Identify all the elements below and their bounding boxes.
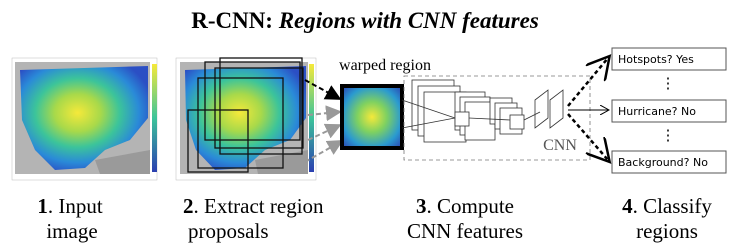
warped-region: [342, 86, 402, 148]
title-prefix: R-CNN:: [191, 8, 273, 33]
output-label: Hotspots? Yes: [618, 53, 694, 66]
step-line: CNN features: [407, 219, 523, 243]
ellipsis: ⋮: [661, 128, 676, 144]
ellipsis: ⋮: [661, 76, 676, 92]
output-label: Hurricane? No: [618, 105, 696, 118]
step-text: . Input: [48, 194, 103, 218]
outputs: Hotspots? Yes ⋮ Hurricane? No ⋮ Backgrou…: [612, 48, 726, 173]
cnn-label: CNN: [543, 137, 577, 154]
step-line: regions: [636, 219, 698, 243]
step-line: 2. Extract region: [183, 194, 324, 218]
title: R-CNN: Regions with CNN features: [191, 8, 539, 33]
step-number: 1: [37, 194, 48, 218]
steps: 1. Input image 2. Extract region proposa…: [37, 194, 712, 243]
diagram: R-CNN: Regions with CNN features warped …: [0, 0, 731, 245]
step-line: 1. Input: [37, 194, 102, 218]
step-line: 3. Compute: [416, 194, 514, 218]
step-text: . Compute: [427, 194, 515, 218]
step-number: 2: [183, 194, 194, 218]
proposal-image: [176, 58, 316, 180]
input-image: [12, 58, 157, 180]
title-emphasis: Regions with CNN features: [278, 8, 539, 33]
output-label: Background? No: [618, 156, 708, 169]
step-text: . Classify: [633, 194, 713, 218]
step-line: proposals: [188, 219, 269, 243]
step-line: 4. Classify: [622, 194, 712, 218]
arrow: [568, 58, 608, 106]
step-text: . Extract region: [194, 194, 325, 218]
step-line: image: [46, 219, 97, 243]
step-number: 3: [416, 194, 427, 218]
warped-label: warped region: [339, 57, 431, 74]
step-number: 4: [622, 194, 633, 218]
